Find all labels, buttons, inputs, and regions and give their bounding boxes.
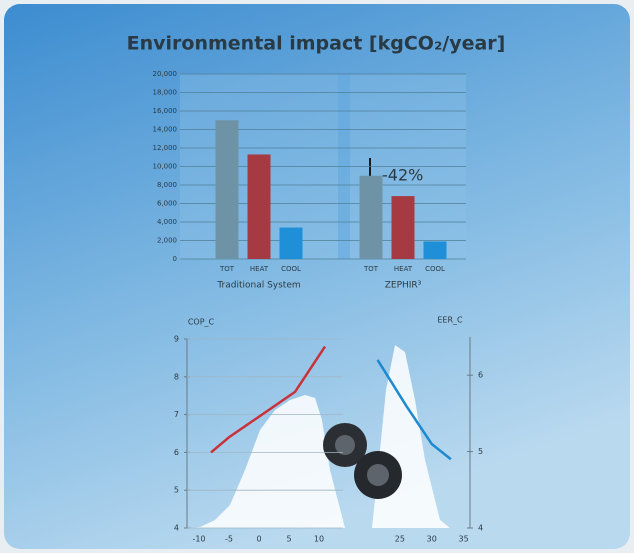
y-tick-label: 8,000 [157, 181, 177, 189]
x-tick-label: COOL [281, 265, 301, 273]
x-tick-label: HEAT [394, 265, 413, 273]
y-tick-label: 4,000 [157, 218, 177, 226]
x-tick-label: TOT [219, 265, 235, 273]
x-tick-label: COOL [425, 265, 445, 273]
x-tick-label: HEAT [250, 265, 269, 273]
y-tick-label: 4 [174, 524, 179, 533]
y-tick-label: 6 [478, 371, 483, 380]
y-tick-label: 4 [478, 524, 483, 533]
bar [423, 241, 447, 259]
y-tick-label: 8 [174, 372, 179, 381]
chart-title: Environmental impact [kgCO₂/year] [127, 33, 506, 55]
x-tick-label: 30 [427, 535, 437, 544]
y-tick-label: 20,000 [153, 70, 178, 78]
x-tick-label: 25 [395, 535, 405, 544]
x-tick-label: 0 [256, 535, 261, 544]
y-axis-label: COP_C [188, 318, 215, 327]
y-tick-label: 9 [174, 335, 179, 344]
data-line [210, 345, 327, 454]
y-tick-label: 7 [174, 410, 179, 419]
bar [215, 120, 239, 259]
data-line [376, 359, 452, 461]
bar [391, 196, 415, 259]
y-tick-label: 18,000 [153, 89, 178, 97]
x-tick-label: 10 [314, 535, 324, 544]
x-tick-label: -5 [225, 535, 233, 544]
y-tick-label: 12,000 [153, 144, 178, 152]
x-tick-label: 5 [286, 535, 291, 544]
x-tick-label: 35 [459, 535, 469, 544]
panel-background [4, 4, 630, 549]
y-tick-label: 10,000 [153, 163, 178, 171]
y-axis-label: EER_C [437, 316, 463, 325]
y-tick-label: 5 [478, 447, 483, 456]
x-tick-label: -10 [192, 535, 205, 544]
bar [279, 227, 303, 259]
group-label: ZEPHIR³ [385, 281, 422, 291]
y-tick-label: 14,000 [153, 126, 178, 134]
y-tick-label: 6,000 [157, 200, 177, 208]
group-label: Traditional System [216, 281, 300, 291]
y-tick-label: 16,000 [153, 107, 178, 115]
annotation: -42% [382, 166, 423, 185]
y-tick-label: 0 [173, 255, 177, 263]
y-tick-label: 5 [174, 486, 179, 495]
x-tick-label: TOT [363, 265, 379, 273]
compressor-illustration [323, 423, 402, 499]
bar [359, 175, 383, 259]
y-tick-label: 6 [174, 448, 179, 457]
bar [247, 154, 271, 259]
y-tick-label: 2,000 [157, 237, 177, 245]
